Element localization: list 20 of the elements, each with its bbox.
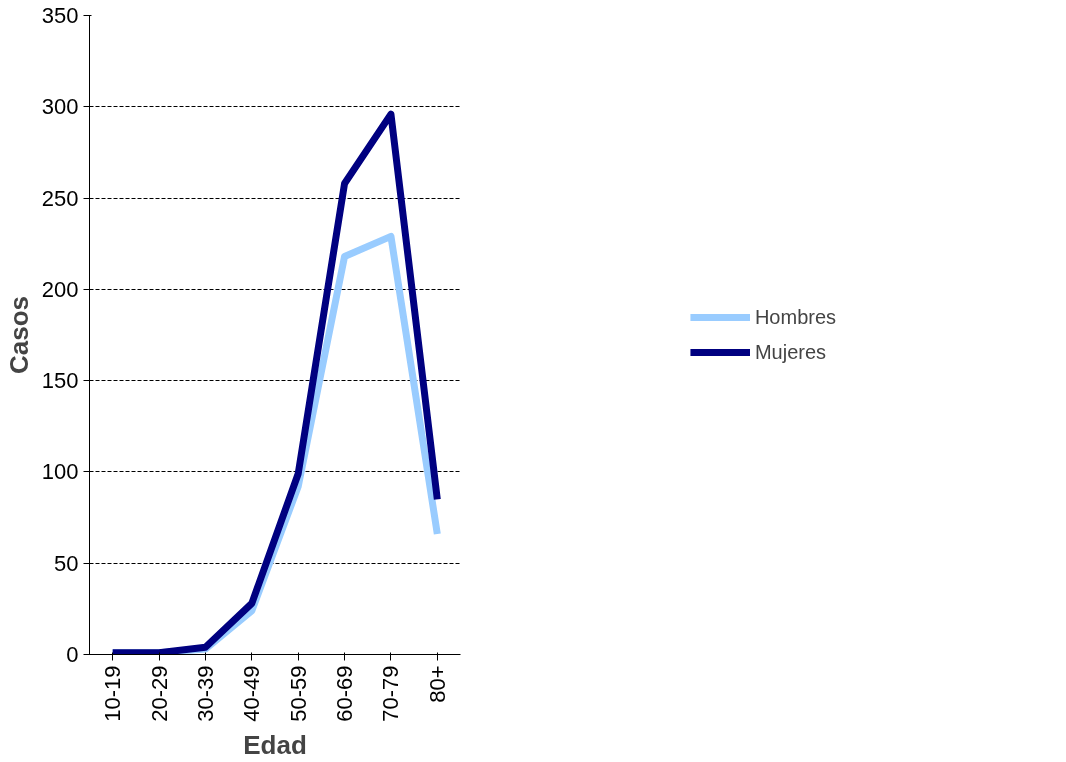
y-tick-label: 350 <box>41 3 79 28</box>
y-axis-title: Casos <box>3 295 34 375</box>
y-tick-label: 300 <box>41 94 79 120</box>
legend-label: Mujeres <box>754 340 827 364</box>
x-axis-title: Edad <box>243 729 307 760</box>
x-tick-label: 10-19 <box>100 665 126 722</box>
x-tick-label: 30-39 <box>192 665 218 722</box>
x-tick-label: 70-79 <box>378 665 404 722</box>
y-tick-label: 200 <box>41 276 79 302</box>
x-tick-label: 40-49 <box>239 665 265 722</box>
y-tick-label: 0 <box>66 642 79 667</box>
y-tick-label: 50 <box>54 550 79 576</box>
x-tick-label: 50-59 <box>285 665 311 722</box>
x-tick-label: 60-69 <box>332 665 358 722</box>
legend-label: Hombres <box>754 305 837 329</box>
y-tick-label: 250 <box>41 185 79 211</box>
y-tick-label: 150 <box>41 368 79 394</box>
y-tick-label: 100 <box>41 459 79 485</box>
x-tick-label: 20-29 <box>146 665 172 722</box>
x-tick-label: 80+ <box>424 665 450 703</box>
